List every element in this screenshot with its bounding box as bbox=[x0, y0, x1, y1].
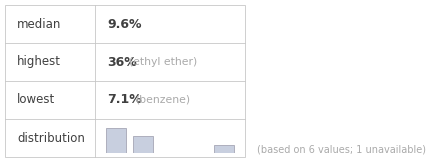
Text: (ethyl ether): (ethyl ether) bbox=[129, 57, 197, 67]
Bar bbox=[133, 136, 153, 153]
Bar bbox=[107, 127, 127, 153]
Text: highest: highest bbox=[17, 56, 61, 69]
Text: lowest: lowest bbox=[17, 93, 55, 106]
Text: 36%: 36% bbox=[107, 56, 137, 69]
Text: distribution: distribution bbox=[17, 132, 85, 145]
Text: 7.1%: 7.1% bbox=[107, 93, 142, 106]
Text: 9.6%: 9.6% bbox=[107, 17, 142, 30]
Bar bbox=[214, 145, 234, 153]
Text: (benzene): (benzene) bbox=[135, 95, 190, 105]
Text: (based on 6 values; 1 unavailable): (based on 6 values; 1 unavailable) bbox=[257, 145, 426, 155]
Text: median: median bbox=[17, 17, 61, 30]
